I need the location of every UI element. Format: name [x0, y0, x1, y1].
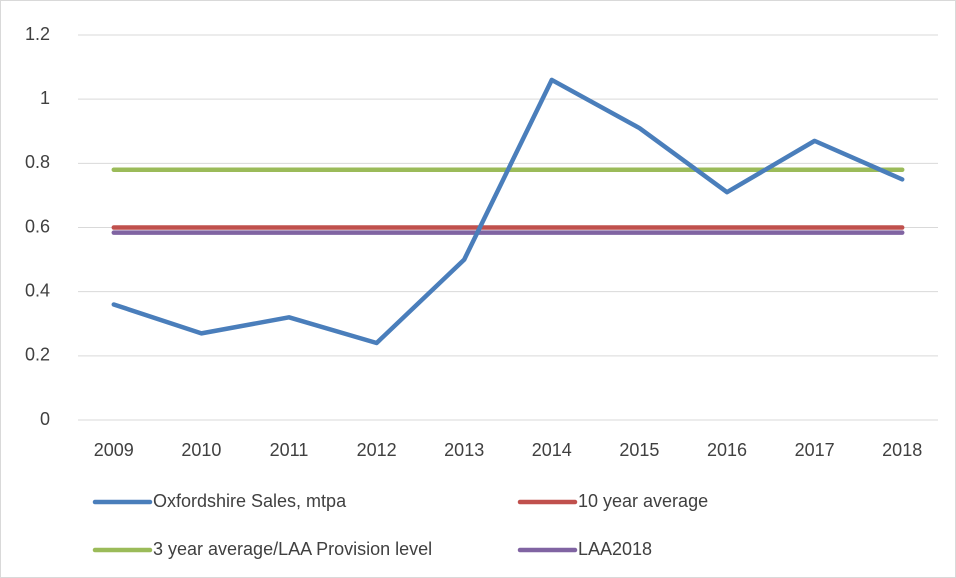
y-tick-label: 0.2 — [25, 345, 50, 365]
legend-label: 10 year average — [578, 491, 708, 511]
y-tick-label: 0.4 — [25, 280, 50, 300]
x-tick-label: 2013 — [444, 440, 484, 460]
x-tick-label: 2014 — [532, 440, 572, 460]
legend-label: 3 year average/LAA Provision level — [153, 539, 432, 559]
x-tick-label: 2009 — [94, 440, 134, 460]
legend-label: LAA2018 — [578, 539, 652, 559]
legend-label: Oxfordshire Sales, mtpa — [153, 491, 347, 511]
x-tick-label: 2018 — [882, 440, 922, 460]
data-line — [111, 77, 905, 346]
y-tick-label: 0 — [40, 409, 50, 429]
x-tick-label: 2017 — [795, 440, 835, 460]
y-tick-label: 0.8 — [25, 152, 50, 172]
x-tick-label: 2015 — [619, 440, 659, 460]
y-tick-label: 1.2 — [25, 24, 50, 44]
x-tick-label: 2016 — [707, 440, 747, 460]
x-tick-label: 2012 — [357, 440, 397, 460]
y-tick-label: 0.6 — [25, 216, 50, 236]
y-tick-label: 1 — [40, 88, 50, 108]
x-tick-label: 2011 — [270, 440, 309, 460]
x-tick-label: 2010 — [181, 440, 221, 460]
